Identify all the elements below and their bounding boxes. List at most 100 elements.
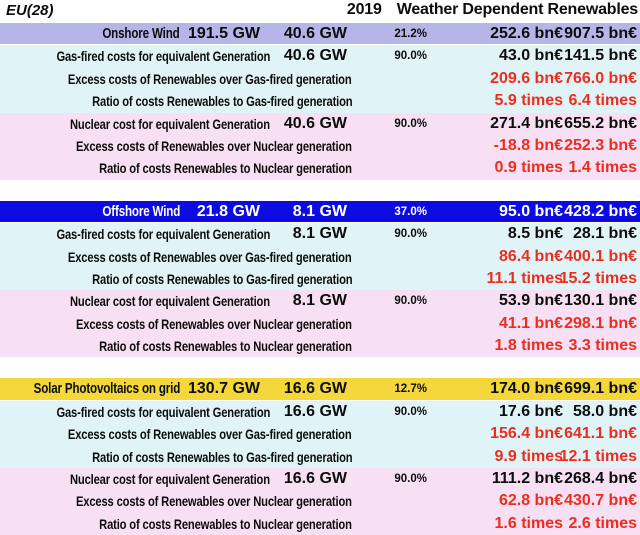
row-label: Nuclear cost for equivalent Generation bbox=[70, 115, 270, 132]
cost-col2: 268.4 bn€ bbox=[564, 470, 637, 488]
cost-col1: 271.4 bn€ bbox=[490, 114, 563, 132]
row-label: Excess costs of Renewables over Gas-fire… bbox=[68, 426, 352, 443]
section-title: Solar Photovoltaics on grid bbox=[33, 381, 181, 398]
year-label: 2019 bbox=[346, 1, 382, 18]
capacity-percentage: 90.0% bbox=[394, 117, 427, 130]
cost-col2: 141.5 bn€ bbox=[564, 47, 637, 65]
row-label: Ratio of costs Renewables to Nuclear gen… bbox=[99, 515, 352, 532]
equivalent-capacity: 8.1 GW bbox=[292, 202, 347, 220]
cost-col1: 86.4 bn€ bbox=[498, 247, 563, 265]
cost-col1: 17.6 bn€ bbox=[498, 402, 563, 420]
region-label: EU(28) bbox=[6, 2, 54, 19]
ratio-col1: 11.1 times bbox=[486, 269, 564, 287]
row-label: Ratio of costs Renewables to Nuclear gen… bbox=[99, 338, 352, 355]
cost-col1: 41.1 bn€ bbox=[498, 314, 563, 332]
installed-capacity: 130.7 GW bbox=[187, 380, 260, 398]
excess-over-nuclear-row: Excess costs of Renewables over Nuclear … bbox=[0, 134, 640, 158]
capacity-percentage: 90.0% bbox=[394, 295, 427, 308]
gas-cost-row: Gas-fired costs for equivalent Generatio… bbox=[0, 45, 640, 68]
cost-col1: 43.0 bn€ bbox=[498, 47, 563, 65]
row-label: Ratio of costs Renewables to Gas-fired g… bbox=[91, 448, 353, 465]
excess-over-gas-row: Excess costs of Renewables over Gas-fire… bbox=[0, 245, 640, 268]
equivalent-capacity: 40.6 GW bbox=[283, 47, 347, 65]
ratio-col2: 15.2 times bbox=[559, 269, 637, 287]
section-onshore-wind: Onshore Wind 191.5 GW 40.6 GW 21.2% 252.… bbox=[0, 23, 640, 180]
ratio-col1: 0.9 times bbox=[494, 159, 563, 177]
ratio-to-gas-row: Ratio of costs Renewables to Gas-fired g… bbox=[0, 90, 640, 113]
ratio-col2: 12.1 times bbox=[559, 447, 637, 465]
cost-col1: 174.0 bn€ bbox=[490, 380, 563, 398]
row-label: Gas-fired costs for equivalent Generatio… bbox=[56, 48, 270, 65]
section-title: Onshore Wind bbox=[102, 26, 180, 42]
row-label: Nuclear cost for equivalent Generation bbox=[70, 293, 270, 310]
cost-col2: 28.1 bn€ bbox=[572, 225, 637, 243]
ratio-col1: 9.9 times bbox=[494, 447, 563, 465]
row-label: Nuclear cost for equivalent Generation bbox=[70, 471, 270, 488]
equivalent-capacity: 16.6 GW bbox=[283, 402, 347, 420]
row-label: Ratio of costs Renewables to Nuclear gen… bbox=[99, 160, 352, 177]
cost-col2: 400.1 bn€ bbox=[564, 247, 637, 265]
capacity-percentage: 12.7% bbox=[394, 383, 427, 396]
row-label: Excess costs of Renewables over Nuclear … bbox=[76, 137, 352, 154]
cost-col1: 62.8 bn€ bbox=[498, 492, 563, 510]
cost-col2: 430.7 bn€ bbox=[564, 492, 637, 510]
nuclear-cost-row: Nuclear cost for equivalent Generation 4… bbox=[0, 112, 640, 135]
excess-over-gas-row: Excess costs of Renewables over Gas-fire… bbox=[0, 67, 640, 91]
equivalent-capacity: 40.6 GW bbox=[283, 114, 347, 132]
row-label: Excess costs of Renewables over Nuclear … bbox=[76, 493, 352, 510]
section-header-solar-photovoltaics: Solar Photovoltaics on grid 130.7 GW 16.… bbox=[0, 378, 640, 401]
ratio-to-gas-row: Ratio of costs Renewables to Gas-fired g… bbox=[0, 445, 640, 469]
section-header-offshore-wind: Offshore Wind 21.8 GW 8.1 GW 37.0% 95.0 … bbox=[0, 200, 640, 224]
section-divider bbox=[0, 179, 640, 201]
equivalent-capacity: 8.1 GW bbox=[292, 225, 347, 243]
installed-capacity: 21.8 GW bbox=[196, 202, 260, 220]
ratio-col1: 1.6 times bbox=[494, 514, 563, 532]
cost-col2: 298.1 bn€ bbox=[564, 314, 637, 332]
capacity-percentage: 37.0% bbox=[394, 205, 427, 218]
row-label: Excess costs of Renewables over Gas-fire… bbox=[68, 248, 352, 265]
capacity-percentage: 90.0% bbox=[394, 50, 427, 63]
row-label: Excess costs of Renewables over Nuclear … bbox=[76, 315, 352, 332]
section-divider bbox=[0, 357, 640, 379]
equivalent-capacity: 16.6 GW bbox=[283, 380, 347, 398]
ratio-to-nuclear-row: Ratio of costs Renewables to Nuclear gen… bbox=[0, 157, 640, 180]
ratio-col2: 1.4 times bbox=[568, 159, 637, 177]
row-label: Gas-fired costs for equivalent Generatio… bbox=[56, 226, 270, 243]
cost-col2: 766.0 bn€ bbox=[564, 69, 637, 87]
nuclear-cost-row: Nuclear cost for equivalent Generation 1… bbox=[0, 468, 640, 491]
capacity-percentage: 90.0% bbox=[394, 228, 427, 241]
capacity-percentage: 90.0% bbox=[394, 405, 427, 418]
row-label: Excess costs of Renewables over Gas-fire… bbox=[68, 70, 352, 87]
excess-over-gas-row: Excess costs of Renewables over Gas-fire… bbox=[0, 423, 640, 446]
capacity-percentage: 90.0% bbox=[394, 473, 427, 486]
excess-over-nuclear-row: Excess costs of Renewables over Nuclear … bbox=[0, 490, 640, 513]
section-header-onshore-wind: Onshore Wind 191.5 GW 40.6 GW 21.2% 252.… bbox=[0, 23, 640, 46]
page-header: EU(28) 2019 Weather Dependent Renewables bbox=[0, 0, 640, 23]
cost-col2: 907.5 bn€ bbox=[564, 25, 637, 42]
section-offshore-wind: Offshore Wind 21.8 GW 8.1 GW 37.0% 95.0 … bbox=[0, 200, 640, 358]
row-label: Ratio of costs Renewables to Gas-fired g… bbox=[91, 93, 353, 110]
ratio-to-gas-row: Ratio of costs Renewables to Gas-fired g… bbox=[0, 267, 640, 291]
gas-cost-row: Gas-fired costs for equivalent Generatio… bbox=[0, 400, 640, 424]
cost-col1: 95.0 bn€ bbox=[498, 202, 563, 220]
installed-capacity: 191.5 GW bbox=[187, 25, 260, 42]
section-title: Offshore Wind bbox=[102, 203, 180, 220]
cost-col2: 428.2 bn€ bbox=[564, 202, 637, 220]
ratio-col1: 1.8 times bbox=[494, 337, 563, 355]
section-solar-photovoltaics: Solar Photovoltaics on grid 130.7 GW 16.… bbox=[0, 378, 640, 535]
cost-col1: 8.5 bn€ bbox=[507, 225, 563, 243]
title-text: Weather Dependent Renewables bbox=[396, 1, 638, 18]
cost-col2: 699.1 bn€ bbox=[564, 380, 637, 398]
nuclear-cost-row: Nuclear cost for equivalent Generation 8… bbox=[0, 290, 640, 313]
cost-col1: 156.4 bn€ bbox=[490, 425, 563, 443]
cost-col1: 209.6 bn€ bbox=[490, 69, 563, 87]
ratio-to-nuclear-row: Ratio of costs Renewables to Nuclear gen… bbox=[0, 512, 640, 535]
ratio-to-nuclear-row: Ratio of costs Renewables to Nuclear gen… bbox=[0, 335, 640, 358]
capacity-percentage: 21.2% bbox=[394, 28, 427, 40]
equivalent-capacity: 16.6 GW bbox=[283, 470, 347, 488]
equivalent-capacity: 40.6 GW bbox=[283, 25, 347, 42]
cost-col2: 252.3 bn€ bbox=[564, 136, 637, 154]
ratio-col1: 5.9 times bbox=[494, 92, 563, 110]
row-label: Gas-fired costs for equivalent Generatio… bbox=[56, 403, 270, 420]
